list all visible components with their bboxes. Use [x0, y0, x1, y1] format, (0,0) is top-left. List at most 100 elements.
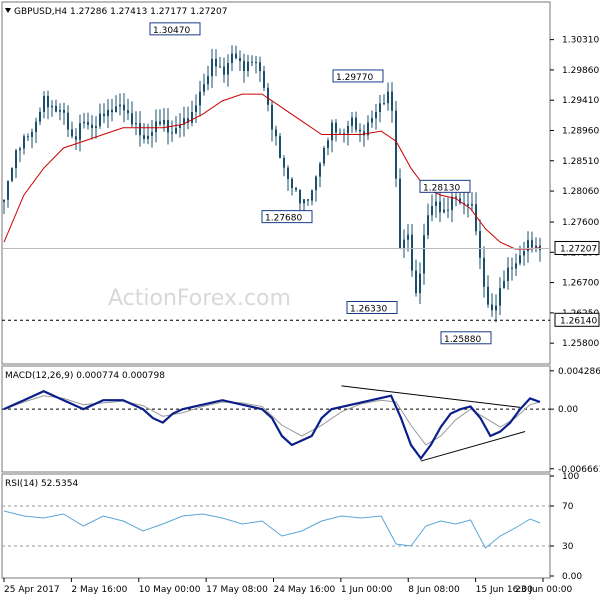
price-tick-label: 1.29410	[562, 96, 599, 106]
candle-body	[427, 215, 429, 236]
macd-tick-label: -0.006661	[558, 465, 600, 475]
price-annotation: 1.28130	[419, 179, 471, 193]
candle-body	[407, 234, 409, 240]
candle-body	[283, 157, 285, 168]
price-tick-label: 1.28060	[562, 187, 599, 197]
candle-body	[11, 168, 13, 181]
candle-body	[75, 136, 77, 140]
price-annotation: 1.30470	[149, 22, 201, 36]
candle-body	[219, 66, 221, 68]
candle-body	[347, 125, 349, 134]
candle-body	[363, 131, 365, 136]
price-annotation: 1.27680	[261, 210, 313, 224]
support-price-label: 1.26140	[560, 316, 597, 326]
candle-body	[15, 150, 17, 169]
rsi-tick-label: 100	[562, 472, 579, 482]
candle-body	[307, 199, 309, 201]
candle-body	[135, 123, 137, 125]
price-tick-label: 1.30310	[562, 36, 599, 46]
candle-body	[391, 91, 393, 111]
rsi-layer	[2, 505, 550, 549]
candle-body	[367, 122, 369, 136]
candle-body	[167, 120, 169, 133]
candle-body	[299, 189, 301, 204]
candle-body	[255, 62, 257, 64]
annotation-box	[332, 69, 384, 83]
candle-body	[287, 167, 289, 179]
candle-body	[291, 178, 293, 189]
candle-body	[447, 209, 449, 211]
annotation-label: 1.25880	[444, 335, 481, 345]
candle-body	[371, 118, 373, 123]
candle-body	[79, 123, 81, 140]
candle-body	[187, 118, 189, 123]
candle-body	[123, 104, 125, 111]
x-tick-label: 17 May 08:00	[206, 585, 268, 595]
x-tick-label: 2 May 16:00	[71, 585, 127, 595]
candle-body	[19, 148, 21, 151]
candle-body	[315, 176, 317, 191]
candle-body	[303, 199, 305, 204]
annotation-label: 1.30470	[153, 26, 190, 36]
price-tick-label: 1.25800	[562, 339, 599, 349]
candle-body	[311, 190, 313, 201]
candle-body	[507, 267, 509, 282]
candle-body	[519, 255, 521, 264]
candle-body	[499, 288, 501, 306]
candle-body	[411, 234, 413, 271]
candle-body	[455, 196, 457, 199]
candle-body	[47, 96, 49, 108]
rsi-label: RSI(14) 52.5354	[5, 479, 78, 489]
macd-signal-line	[3, 395, 541, 446]
candle-body	[295, 188, 297, 190]
candle-body	[143, 135, 145, 139]
price-tick-label: 1.27600	[562, 218, 599, 228]
candle-body	[55, 105, 57, 112]
candle-body	[119, 104, 121, 107]
x-tick-label: 8 Jun 08:00	[408, 585, 460, 595]
price-annotation: 1.29770	[332, 69, 384, 83]
candle-body	[247, 61, 249, 72]
candle-body	[495, 305, 497, 311]
watermark: ActionForex.com	[108, 286, 291, 311]
annotation-label: 1.28130	[423, 183, 460, 193]
candle-body	[395, 110, 397, 179]
candle-body	[419, 273, 421, 294]
candle-body	[375, 112, 377, 119]
candle-body	[159, 121, 161, 125]
candle-body	[67, 112, 69, 130]
candle-body	[203, 84, 205, 92]
candle-body	[491, 304, 493, 311]
candle-body	[467, 204, 469, 206]
candle-body	[235, 53, 237, 59]
current-price-label: 1.27207	[560, 244, 597, 254]
candle-body	[83, 121, 85, 124]
candle-body	[451, 196, 453, 211]
dropdown-triangle-icon[interactable]	[5, 8, 11, 13]
candle-body	[459, 198, 461, 204]
candle-body	[195, 105, 197, 113]
macd-tick-label: 0.004286	[558, 367, 600, 377]
candle-body	[431, 205, 433, 216]
candle-body	[179, 124, 181, 128]
candle-body	[331, 122, 333, 141]
support-price-label-box	[554, 312, 600, 327]
candle-body	[471, 204, 473, 206]
candle-body	[387, 91, 389, 104]
rsi-panel-frame	[1, 473, 551, 579]
symbol-header: GBPUSD,H4 1.27286 1.27413 1.27177 1.2720…	[14, 7, 227, 17]
rsi-line	[3, 510, 541, 549]
candle-body	[251, 61, 253, 63]
candle-body	[323, 148, 325, 164]
annotation-box	[261, 210, 313, 224]
candle-body	[443, 209, 445, 213]
candle-body	[39, 111, 41, 122]
candle-body	[231, 53, 233, 64]
candle-body	[343, 133, 345, 135]
x-tick-label: 15 Jun 16:00	[476, 585, 533, 595]
x-tick-label: 23 Jun 00:00	[515, 585, 572, 595]
candle-body	[243, 61, 245, 72]
candle-body	[63, 109, 65, 113]
candle-body	[227, 63, 229, 75]
